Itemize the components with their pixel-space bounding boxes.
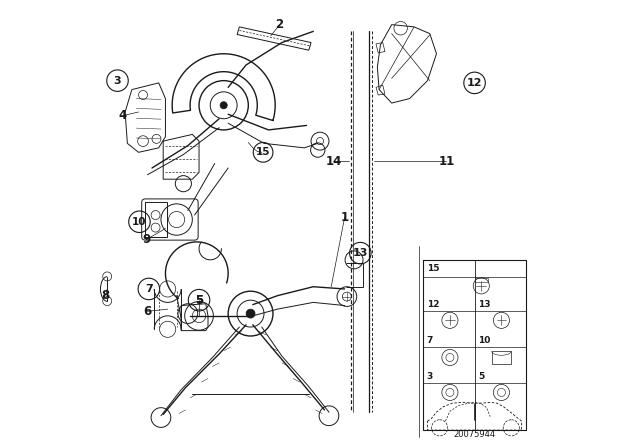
Text: 6: 6 [143, 305, 152, 318]
Circle shape [246, 309, 255, 318]
Text: 14: 14 [325, 155, 342, 168]
Text: 8: 8 [102, 289, 110, 302]
Text: 10: 10 [478, 336, 490, 345]
Text: 3: 3 [427, 372, 433, 381]
Text: 5: 5 [195, 293, 203, 307]
Text: 15: 15 [256, 147, 270, 157]
Text: 20075944: 20075944 [454, 430, 495, 439]
Text: 12: 12 [467, 78, 483, 88]
Text: 9: 9 [142, 233, 150, 246]
Text: 7: 7 [427, 336, 433, 345]
Text: 13: 13 [478, 300, 491, 309]
Text: 5: 5 [195, 295, 203, 305]
Text: 5: 5 [478, 372, 484, 381]
Bar [145, 202, 167, 237]
Text: 11: 11 [438, 155, 454, 168]
Text: 12: 12 [427, 300, 439, 309]
Bar [492, 351, 511, 364]
Text: 13: 13 [353, 248, 368, 258]
Text: 10: 10 [132, 217, 147, 227]
Circle shape [220, 102, 227, 109]
Text: 4: 4 [119, 109, 127, 122]
Text: 3: 3 [114, 76, 122, 86]
Text: 15: 15 [427, 264, 439, 273]
Text: 7: 7 [145, 284, 153, 294]
Text: 2: 2 [276, 18, 284, 31]
Text: 1: 1 [340, 211, 349, 224]
